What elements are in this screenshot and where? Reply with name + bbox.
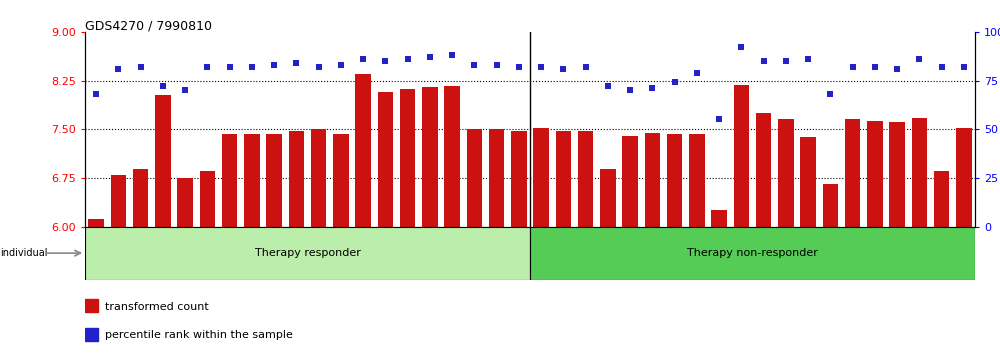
Bar bbox=[711, 210, 727, 227]
Bar bbox=[533, 128, 549, 227]
Bar bbox=[177, 178, 193, 227]
Bar bbox=[867, 121, 883, 227]
Bar bbox=[467, 129, 482, 227]
Point bbox=[800, 56, 816, 62]
Point bbox=[266, 62, 282, 68]
Point bbox=[333, 62, 349, 68]
Bar bbox=[133, 170, 148, 227]
Bar bbox=[689, 134, 705, 227]
Text: transformed count: transformed count bbox=[105, 302, 209, 312]
Text: individual: individual bbox=[0, 248, 48, 258]
Point bbox=[288, 60, 304, 66]
Point bbox=[199, 64, 215, 70]
Bar bbox=[530, 227, 975, 280]
Bar bbox=[578, 131, 593, 227]
Point bbox=[822, 91, 838, 97]
Bar bbox=[155, 96, 171, 227]
Point bbox=[622, 87, 638, 93]
Point bbox=[867, 64, 883, 70]
Point bbox=[311, 64, 327, 70]
Point bbox=[355, 56, 371, 62]
Bar bbox=[823, 184, 838, 227]
Bar bbox=[845, 120, 860, 227]
Point bbox=[711, 117, 727, 122]
Point bbox=[222, 64, 238, 70]
Point bbox=[934, 64, 950, 70]
Bar bbox=[934, 171, 949, 227]
Bar bbox=[400, 89, 415, 227]
Bar bbox=[778, 120, 794, 227]
Point bbox=[733, 45, 749, 50]
Bar bbox=[956, 128, 972, 227]
Point bbox=[422, 55, 438, 60]
Point bbox=[244, 64, 260, 70]
Point bbox=[644, 85, 660, 91]
Bar bbox=[600, 170, 616, 227]
Bar bbox=[85, 227, 530, 280]
Text: percentile rank within the sample: percentile rank within the sample bbox=[105, 331, 293, 341]
Bar bbox=[734, 85, 749, 227]
Bar bbox=[511, 131, 527, 227]
Bar bbox=[378, 92, 393, 227]
Point bbox=[133, 64, 149, 70]
Point bbox=[756, 58, 772, 64]
Point bbox=[578, 64, 594, 70]
Bar bbox=[289, 131, 304, 227]
Point bbox=[956, 64, 972, 70]
Bar bbox=[645, 133, 660, 227]
Bar bbox=[355, 74, 371, 227]
Bar bbox=[85, 328, 98, 341]
Point bbox=[778, 58, 794, 64]
Point bbox=[177, 87, 193, 93]
Point bbox=[533, 64, 549, 70]
Bar bbox=[422, 87, 438, 227]
Point bbox=[889, 66, 905, 72]
Point bbox=[155, 84, 171, 89]
Text: Therapy non-responder: Therapy non-responder bbox=[687, 248, 818, 258]
Bar bbox=[912, 118, 927, 227]
Bar bbox=[622, 136, 638, 227]
Bar bbox=[489, 129, 504, 227]
Point bbox=[489, 62, 505, 68]
Point bbox=[400, 56, 416, 62]
Bar bbox=[333, 135, 349, 227]
Bar bbox=[222, 135, 237, 227]
Bar bbox=[556, 131, 571, 227]
Bar bbox=[200, 171, 215, 227]
Point bbox=[845, 64, 861, 70]
Text: GDS4270 / 7990810: GDS4270 / 7990810 bbox=[85, 19, 212, 33]
Bar bbox=[266, 134, 282, 227]
Point bbox=[377, 58, 393, 64]
Bar bbox=[667, 135, 682, 227]
Bar bbox=[244, 135, 260, 227]
Bar bbox=[444, 86, 460, 227]
Point bbox=[689, 70, 705, 76]
Text: Therapy responder: Therapy responder bbox=[255, 248, 360, 258]
Point bbox=[444, 52, 460, 58]
Point bbox=[667, 80, 683, 85]
Point bbox=[88, 91, 104, 97]
Bar bbox=[88, 219, 104, 227]
Bar bbox=[756, 113, 771, 227]
Bar bbox=[800, 137, 816, 227]
Point bbox=[110, 66, 126, 72]
Bar bbox=[111, 175, 126, 227]
Bar bbox=[85, 299, 98, 312]
Point bbox=[466, 62, 482, 68]
Point bbox=[555, 66, 571, 72]
Point bbox=[911, 56, 927, 62]
Point bbox=[600, 84, 616, 89]
Bar bbox=[889, 122, 905, 227]
Bar bbox=[311, 129, 326, 227]
Point bbox=[511, 64, 527, 70]
